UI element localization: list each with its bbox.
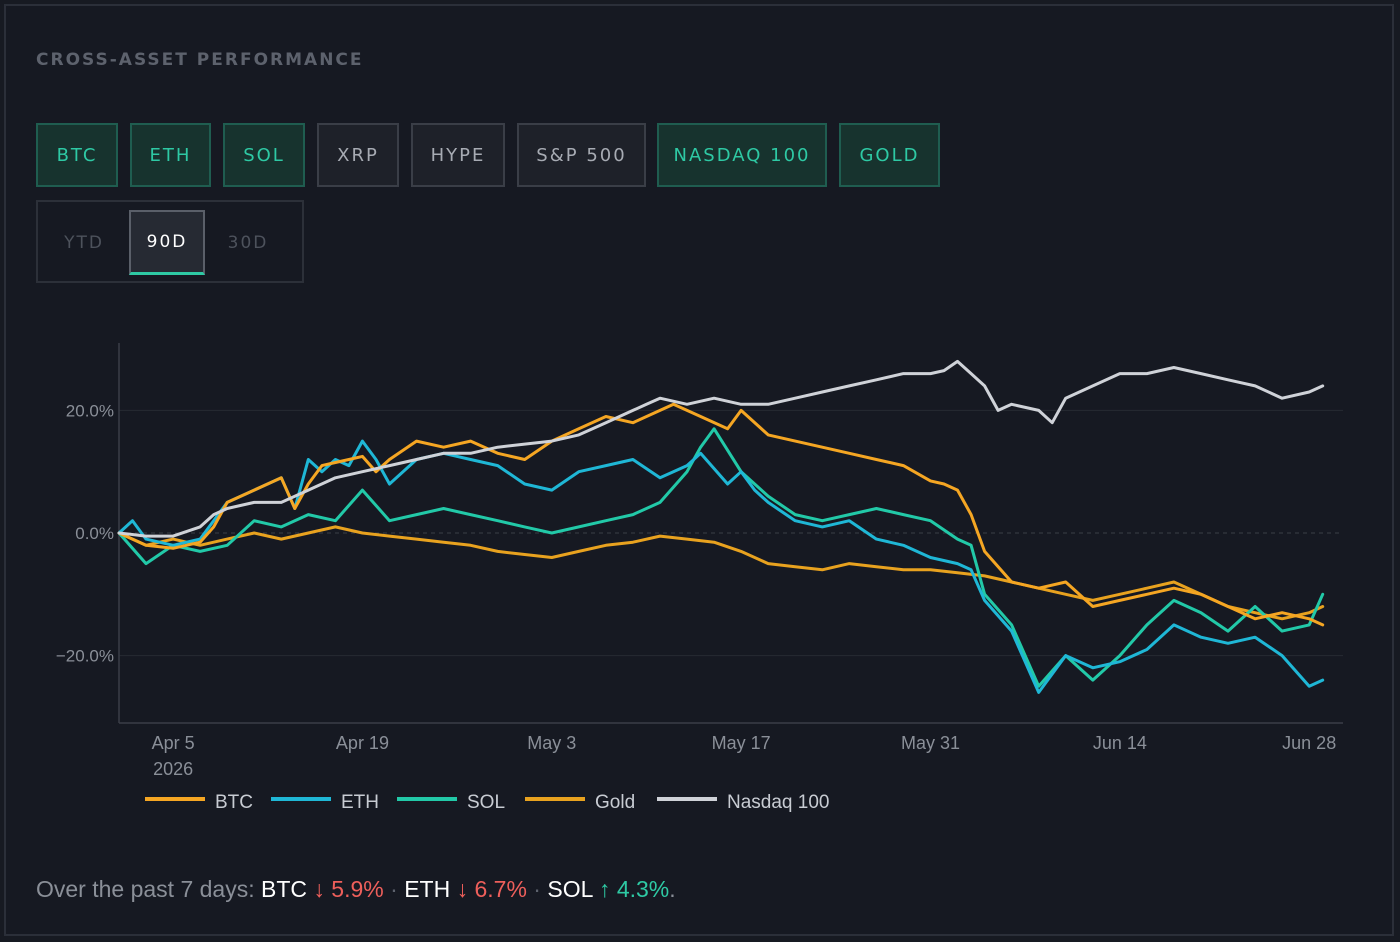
- summary-asset-sol: SOL: [547, 876, 593, 902]
- summary-change-eth: 6.7%: [474, 876, 527, 902]
- range-tab-label: 90D: [146, 232, 188, 252]
- toggle-label: GOLD: [859, 144, 920, 166]
- time-range-group: YTD 90D 30D: [36, 200, 304, 283]
- toggle-nasdaq100[interactable]: NASDAQ 100: [657, 123, 827, 187]
- range-tab-label: YTD: [64, 232, 104, 253]
- legend-label-gold: Gold: [595, 792, 635, 813]
- x-tick-label: May 3: [527, 733, 576, 753]
- legend-label-sol: SOL: [467, 792, 505, 813]
- y-tick-label: −20.0%: [56, 647, 114, 666]
- range-tab-90d[interactable]: 90D: [129, 210, 205, 275]
- toggle-label: BTC: [56, 144, 98, 166]
- toggle-label: SOL: [243, 144, 285, 166]
- summary-separator: ·: [533, 876, 541, 902]
- toggle-gold[interactable]: GOLD: [839, 123, 940, 187]
- range-tab-ytd[interactable]: YTD: [48, 210, 120, 275]
- summary-change-sol: 4.3%: [616, 876, 670, 902]
- series-line-nasdaq-100: [117, 359, 1325, 538]
- toggle-sp500[interactable]: S&P 500: [517, 123, 646, 187]
- toggle-eth[interactable]: ETH: [130, 123, 211, 187]
- summary-arrow-btc: ↓: [313, 876, 325, 902]
- range-tab-label: 30D: [227, 232, 269, 253]
- series-line-sol: [117, 427, 1325, 688]
- summary-change-btc: 5.9%: [331, 876, 384, 902]
- performance-line-chart: 20.0% 0.0% −20.0% Apr 5 2026 Apr 19 May 3 May 1…: [56, 343, 1343, 813]
- x-tick-label: 2026: [153, 759, 193, 779]
- toggle-sol[interactable]: SOL: [223, 123, 305, 187]
- toggle-label: S&P 500: [536, 144, 627, 166]
- summary-arrow-sol: ↑: [598, 876, 611, 902]
- x-tick-label: May 31: [901, 733, 960, 753]
- legend-label-btc: BTC: [215, 792, 253, 813]
- y-tick-label: 0.0%: [75, 524, 114, 543]
- series-line-eth: [117, 439, 1325, 694]
- toggle-label: XRP: [337, 144, 379, 166]
- range-tab-30d[interactable]: 30D: [212, 210, 284, 275]
- summary-prefix: Over the past 7 days:: [36, 876, 262, 902]
- legend-label-nasdaq-100: Nasdaq 100: [727, 792, 829, 813]
- toggle-label: ETH: [149, 144, 192, 166]
- x-tick-label: May 17: [712, 733, 771, 753]
- x-tick-label: Apr 5: [152, 733, 195, 753]
- toggle-label: NASDAQ 100: [673, 144, 811, 166]
- summary-arrow-eth: ↓: [456, 876, 469, 902]
- card-title: CROSS-ASSET PERFORMANCE: [36, 50, 364, 70]
- summary-asset-btc: BTC: [261, 876, 308, 902]
- toggle-hype[interactable]: HYPE: [411, 123, 505, 187]
- toggle-label: HYPE: [430, 144, 486, 166]
- series-line-gold: [117, 525, 1325, 621]
- x-tick-label: Jun 28: [1282, 733, 1336, 753]
- y-tick-label: 20.0%: [66, 401, 114, 420]
- summary-suffix: .: [669, 876, 676, 902]
- x-tick-label: Apr 19: [336, 733, 389, 753]
- summary-asset-eth: ETH: [404, 876, 451, 902]
- x-tick-label: Jun 14: [1093, 733, 1147, 753]
- weekly-summary: Over the past 7 days: BTC ↓ 5.9% · ETH ↓…: [36, 876, 676, 903]
- toggle-btc[interactable]: BTC: [36, 123, 118, 187]
- legend-label-eth: ETH: [341, 792, 379, 813]
- summary-separator: ·: [390, 876, 398, 902]
- toggle-xrp[interactable]: XRP: [317, 123, 399, 187]
- series-line-btc: [117, 402, 1325, 627]
